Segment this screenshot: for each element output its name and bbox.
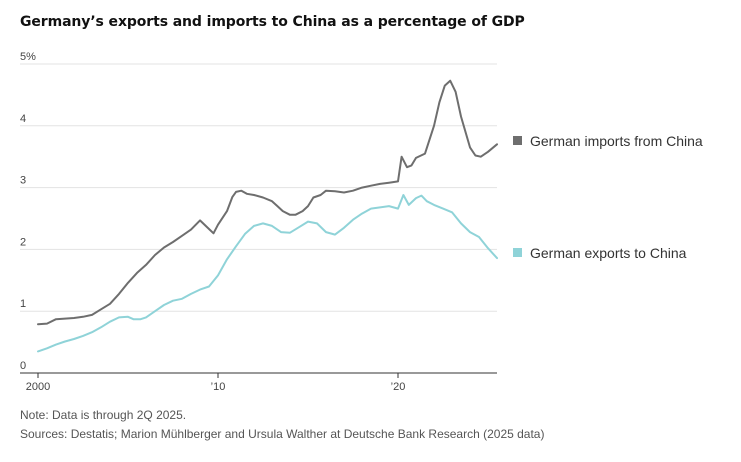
chart-title: Germany’s exports and imports to China a…	[20, 14, 525, 30]
y-tick-label: 2	[20, 236, 26, 248]
y-tick-label: 5%	[20, 51, 36, 63]
x-axis-ticks: 2000 ’10 ’20	[26, 373, 406, 393]
legend-swatch	[513, 136, 522, 145]
chart-note: Note: Data is through 2Q 2025.	[20, 408, 187, 422]
x-tick-label: 2000	[26, 381, 50, 393]
chart-area: 0 1 2 3 4 5% 2000 ’10 ’20 German imports from C…	[20, 51, 703, 393]
series-lines	[37, 79, 498, 353]
y-tick-label: 4	[20, 113, 26, 125]
chart-sources: Sources: Destatis; Marion Mühlberger and…	[20, 427, 545, 441]
series-line-imports	[37, 79, 498, 326]
y-axis-ticks: 0 1 2 3 4 5%	[20, 51, 36, 372]
legend-label: German imports from China	[530, 133, 703, 149]
y-tick-label: 3	[20, 175, 26, 187]
x-tick-label: ’10	[211, 381, 226, 393]
x-tick-label: ’20	[391, 381, 406, 393]
y-tick-label: 0	[20, 360, 26, 372]
legend: German imports from China German exports …	[513, 133, 703, 261]
legend-swatch	[513, 248, 522, 257]
series-line-exports	[37, 194, 498, 353]
y-tick-label: 1	[20, 298, 26, 310]
legend-label: German exports to China	[530, 245, 687, 261]
gridlines	[20, 63, 497, 374]
